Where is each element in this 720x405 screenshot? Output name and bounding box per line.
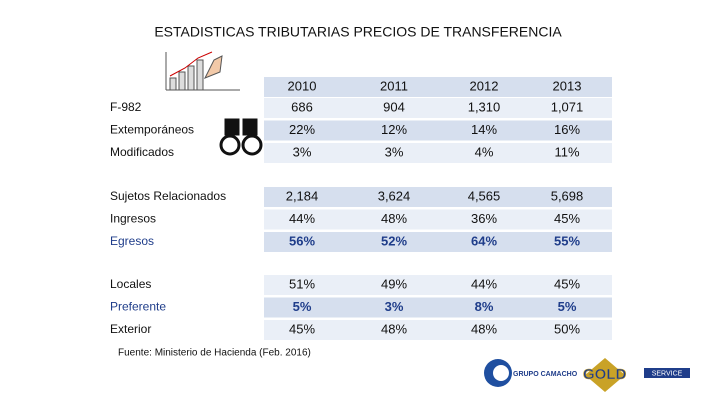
cell: 49% bbox=[381, 276, 407, 291]
source: Fuente: Ministerio de Hacienda (Feb. 201… bbox=[118, 348, 311, 359]
row-background bbox=[264, 320, 612, 340]
row-background bbox=[264, 98, 612, 118]
cell: 44% bbox=[289, 211, 315, 226]
cell: 64% bbox=[471, 233, 497, 248]
cell: 45% bbox=[554, 211, 580, 226]
cell: 45% bbox=[289, 321, 315, 336]
cell: 3,624 bbox=[378, 188, 411, 203]
cell: 55% bbox=[554, 233, 580, 248]
column-header: 2012 bbox=[470, 78, 499, 93]
logo-text: GOLD bbox=[583, 366, 626, 383]
cell: 904 bbox=[383, 99, 405, 114]
cell: 1,071 bbox=[551, 99, 584, 114]
row-background bbox=[264, 275, 612, 295]
row-background bbox=[264, 187, 612, 207]
cell: 48% bbox=[381, 211, 407, 226]
cell: 12% bbox=[381, 122, 407, 137]
row-label: Egresos bbox=[110, 234, 154, 248]
row-label: F-982 bbox=[110, 100, 142, 114]
cell: 5% bbox=[293, 299, 312, 314]
cell: 48% bbox=[381, 321, 407, 336]
cell: 45% bbox=[554, 276, 580, 291]
cell: 2,184 bbox=[286, 188, 319, 203]
cell: 3% bbox=[385, 144, 404, 159]
row-label: Modificados bbox=[110, 145, 174, 159]
table: 2010 2011 2012 2013 F-982 686 904 1,310 1,071 Ext… bbox=[110, 77, 612, 340]
row-label: Locales bbox=[110, 277, 151, 291]
row-background bbox=[264, 120, 612, 141]
cell: 5% bbox=[558, 299, 577, 314]
column-header: 2013 bbox=[553, 78, 582, 93]
cell: 56% bbox=[289, 233, 315, 248]
column-header: 2010 bbox=[288, 78, 317, 93]
row-label: Sujetos Relacionados bbox=[110, 189, 226, 203]
cell: 686 bbox=[291, 99, 313, 114]
cell: 1,310 bbox=[468, 99, 501, 114]
row-label: Extemporáneos bbox=[110, 123, 194, 137]
row-background bbox=[264, 209, 612, 230]
cell: 4,565 bbox=[468, 188, 501, 203]
binoculars-icon bbox=[219, 118, 263, 156]
row-label: Exterior bbox=[110, 322, 151, 336]
row-label: Preferente bbox=[110, 300, 166, 314]
row-background bbox=[264, 232, 612, 252]
cell: 14% bbox=[471, 122, 497, 137]
cell: 51% bbox=[289, 276, 315, 291]
cell: 22% bbox=[289, 122, 315, 137]
cell: 16% bbox=[554, 122, 580, 137]
chart-icon bbox=[165, 51, 240, 91]
logo-text: GRUPO CAMACHO bbox=[513, 371, 578, 378]
cell: 4% bbox=[475, 144, 494, 159]
cell: 11% bbox=[554, 144, 579, 159]
column-header: 2011 bbox=[380, 78, 408, 93]
logo-camacho: GRUPO CAMACHO bbox=[484, 359, 578, 387]
logo-text: SERVICE bbox=[652, 370, 683, 377]
cell: 3% bbox=[385, 299, 404, 314]
cell: 3% bbox=[293, 144, 312, 159]
row-background bbox=[264, 143, 612, 163]
title: ESTADISTICAS TRIBUTARIAS PRECIOS DE TRAN… bbox=[154, 24, 562, 40]
cell: 50% bbox=[554, 321, 580, 336]
cell: 44% bbox=[471, 276, 497, 291]
cell: 52% bbox=[381, 233, 407, 248]
cell: 5,698 bbox=[551, 188, 584, 203]
cell: 8% bbox=[475, 299, 494, 314]
cell: 36% bbox=[471, 211, 497, 226]
row-background bbox=[264, 297, 612, 318]
row-background bbox=[264, 77, 612, 97]
logo-gold: GOLD SERVICE bbox=[583, 358, 690, 392]
row-label: Ingresos bbox=[110, 212, 156, 226]
cell: 48% bbox=[471, 321, 497, 336]
